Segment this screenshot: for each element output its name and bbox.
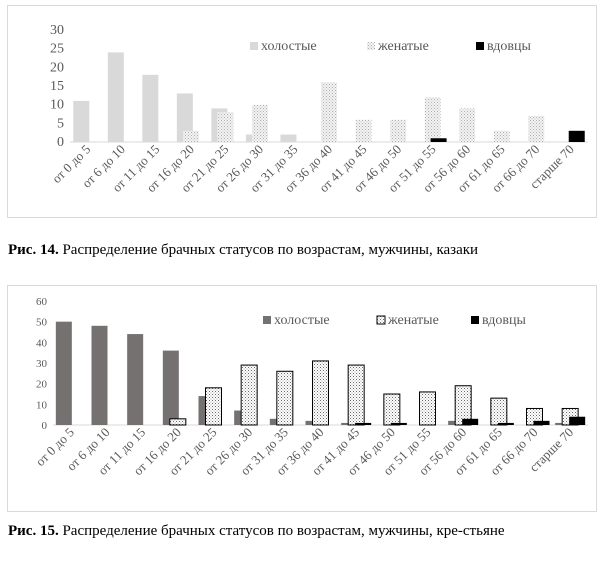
y-tick-label: 25 xyxy=(50,42,64,57)
bar-вдовцы-9 xyxy=(390,422,407,425)
bar-холостые-1 xyxy=(107,52,124,142)
caption-fig14-text: Распределение брачных статусов по возрас… xyxy=(58,242,479,258)
bar-женатые-7 xyxy=(321,82,337,142)
bar-вдовцы-10 xyxy=(430,138,447,142)
legend-swatch-холостые xyxy=(263,316,271,324)
y-tick-label: 15 xyxy=(50,79,64,94)
legend-label-женатые: женатые xyxy=(377,39,429,54)
bar-женатые-3 xyxy=(182,130,199,142)
bar-женатые-12 xyxy=(493,130,510,142)
bar-холостые-0 xyxy=(73,100,90,142)
y-tick-label: 50 xyxy=(36,317,48,329)
bar-вдовцы-12 xyxy=(497,422,514,425)
y-tick-label: 20 xyxy=(50,60,64,75)
legend-label-вдовцы: вдовцы xyxy=(482,313,526,328)
y-tick-label: 60 xyxy=(36,296,48,308)
bar-женатые-8 xyxy=(355,119,372,142)
y-tick-label: 20 xyxy=(36,379,48,391)
bar-женатые-11 xyxy=(459,108,476,142)
bar-вдовцы-14 xyxy=(568,130,585,142)
legend-swatch-женатые xyxy=(367,42,375,50)
bar-женатые-10 xyxy=(419,391,436,426)
y-tick-label: 0 xyxy=(42,420,48,432)
y-tick-label: 10 xyxy=(50,98,64,113)
legend-swatch-вдовцы xyxy=(471,316,479,324)
y-tick-label: 10 xyxy=(36,399,48,411)
bar-холостые-2 xyxy=(142,74,159,142)
bar-холостые-0 xyxy=(55,321,72,425)
chart-fig14: 0 5 10 15 20 25 30 от 0 до 5 от 6 до 10 от 11 до … xyxy=(7,5,597,218)
bar-вдовцы-14 xyxy=(569,416,586,425)
bar-женатые-5 xyxy=(240,364,258,426)
bar-женатые-6 xyxy=(276,370,294,426)
legend-label-вдовцы: вдовцы xyxy=(487,39,531,54)
y-tick-label: 5 xyxy=(57,116,64,131)
bar-женатые-4 xyxy=(217,112,234,142)
bar-холостые-3 xyxy=(176,93,193,142)
caption-fig14-label: Рис. 14. xyxy=(8,242,59,258)
caption-fig15-label: Рис. 15. xyxy=(8,523,59,539)
legend-label-холостые: холостые xyxy=(261,39,317,54)
caption-fig15: Рис. 15. Распределение брачных статусов … xyxy=(8,521,590,542)
legend-label-женатые: женатые xyxy=(387,313,439,328)
y-tick-label: 40 xyxy=(36,337,48,349)
chart-fig15: 0 10 20 30 40 50 60 от 0 до 5 от 6 до 10 от 11 до… xyxy=(7,285,597,512)
y-tick-label: 0 xyxy=(57,135,64,150)
legend-swatch-женатые xyxy=(376,315,386,325)
legend-swatch-вдовцы xyxy=(476,42,484,50)
bar-женатые-4 xyxy=(205,387,222,426)
bar-холостые-1 xyxy=(91,325,108,425)
bar-женатые-3 xyxy=(169,418,187,426)
bar-вдовцы-11 xyxy=(462,418,479,425)
caption-fig14: Рис. 14. Распределение брачных статусов … xyxy=(8,240,598,261)
bar-вдовцы-8 xyxy=(355,422,372,425)
legend-label-холостые: холостые xyxy=(274,313,330,328)
bar-женатые-10 xyxy=(424,97,441,142)
bar-холостые-6 xyxy=(280,134,297,142)
bar-женатые-9 xyxy=(390,119,407,142)
bar-женатые-7 xyxy=(312,360,329,426)
bar-холостые-2 xyxy=(127,334,144,425)
bar-женатые-8 xyxy=(347,364,365,426)
bar-женатые-9 xyxy=(383,393,401,426)
bar-женатые-5 xyxy=(251,104,268,142)
bar-холостые-3 xyxy=(162,350,179,425)
bar-вдовцы-13 xyxy=(533,420,550,425)
caption-fig15-text: Распределение брачных статусов по возрас… xyxy=(58,523,505,539)
y-tick-label: 30 xyxy=(50,23,64,38)
legend-swatch-холостые xyxy=(250,42,258,50)
bar-женатые-12 xyxy=(490,397,508,426)
y-tick-label: 30 xyxy=(36,358,48,370)
bar-женатые-13 xyxy=(528,115,545,142)
